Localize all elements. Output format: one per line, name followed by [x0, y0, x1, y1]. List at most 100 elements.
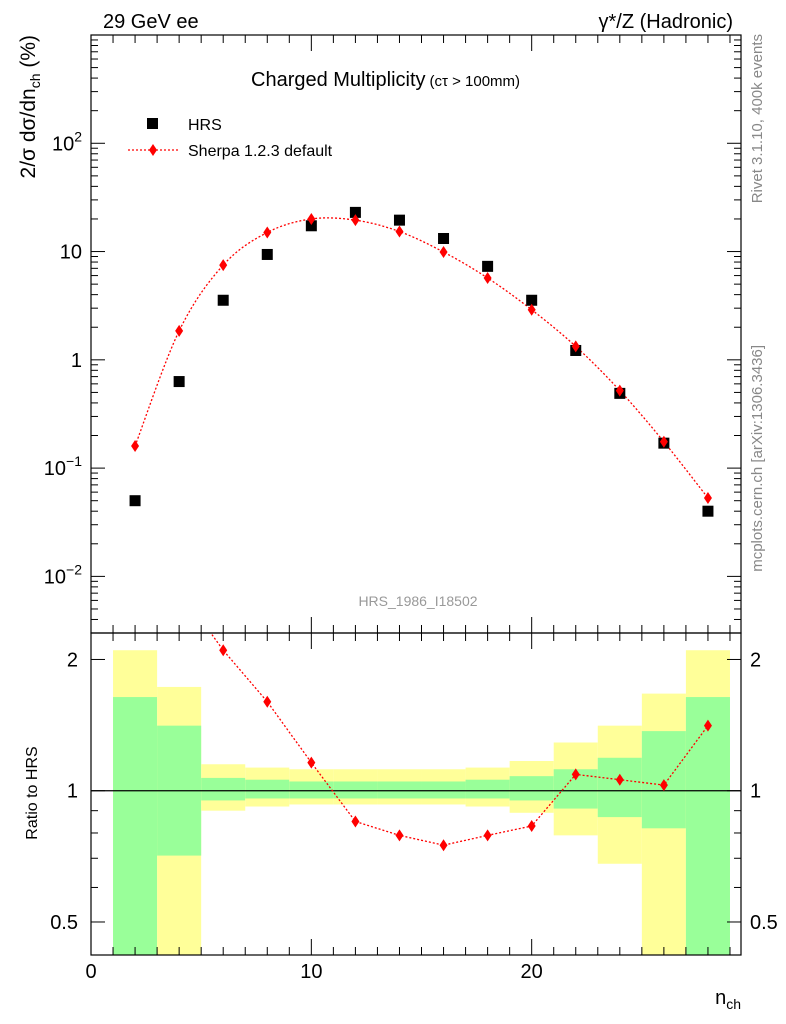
- main-y-tick-label-base: 10: [52, 133, 74, 155]
- ratio-stat-band: [465, 779, 510, 799]
- ratio-y-ticks: 0.5 0.5 1 1 2 2: [50, 649, 778, 934]
- hrs-point: [438, 232, 450, 244]
- main-y-tick-label-base: 10: [44, 458, 66, 480]
- hrs-point: [261, 248, 273, 260]
- main-y-tick-label: 1: [71, 350, 82, 372]
- watermark: HRS_1986_I18502: [358, 593, 477, 609]
- sherpa-point: [219, 259, 228, 272]
- sherpa-point: [527, 303, 536, 316]
- rivet-label: Rivet 3.1.10, 400k events: [749, 34, 766, 203]
- ratio-y-tick-label: 2: [67, 649, 78, 671]
- ratio-sherpa-line: [209, 633, 709, 846]
- ratio-stat-band: [289, 781, 334, 799]
- hrs-point: [702, 505, 714, 517]
- sherpa-curve: [134, 217, 709, 499]
- ratio-stat-band: [245, 779, 290, 799]
- ratio-stat-band: [333, 781, 378, 799]
- hrs-point: [349, 206, 361, 218]
- main-y-axis-label: 2/σ dσ/dnch (%): [17, 35, 43, 178]
- ratio-stat-band: [377, 781, 422, 799]
- sherpa-point: [439, 246, 448, 259]
- ratio-stat-band: [597, 757, 642, 818]
- ratio-stat-band: [685, 697, 730, 955]
- main-y-tick-label-base: 10: [60, 242, 82, 264]
- sherpa-point: [571, 340, 580, 353]
- sherpa-point: [263, 226, 272, 239]
- sherpa-point: [615, 384, 624, 397]
- ratio-sherpa-point: [395, 829, 404, 842]
- sherpa-point: [175, 324, 184, 337]
- sherpa-point: [703, 491, 712, 504]
- sherpa-point: [131, 440, 140, 453]
- ratio-panel: 0.5 0.5 1 1 2 2 0 10 20 Ratio to HRS nch: [24, 564, 778, 1012]
- ratio-stat-band: [113, 697, 158, 955]
- ratio-y-tick-label-right: 1: [750, 781, 761, 803]
- header-right-label: γ*/Z (Hadronic): [599, 11, 733, 33]
- main-data: [129, 206, 714, 517]
- ratio-sherpa-point: [703, 719, 712, 732]
- ratio-data: [131, 564, 712, 852]
- ratio-frame: [90, 632, 742, 956]
- main-y-tick-label-exp: 2: [74, 128, 82, 144]
- main-y-tick-label: 10−1: [44, 453, 82, 480]
- ratio-sherpa-point: [571, 768, 580, 781]
- ratio-stat-band: [421, 781, 466, 799]
- ratio-sherpa-point: [307, 756, 316, 769]
- ratio-sherpa-point: [219, 644, 228, 657]
- main-y-tick-label: 10−2: [44, 561, 82, 588]
- main-y-tick-label-base: 1: [71, 350, 82, 372]
- ratio-sherpa-point: [131, 564, 139, 576]
- legend: HRS Sherpa 1.2.3 default: [128, 117, 333, 160]
- ratio-y-tick-label: 1: [67, 781, 78, 803]
- main-x-ticks: [90, 35, 731, 633]
- main-y-axis-label-sub: ch: [27, 74, 43, 89]
- sherpa-point: [395, 225, 404, 238]
- mcplots-label: mcplots.cern.ch [arXiv:1306.3436]: [749, 345, 766, 572]
- hrs-point: [129, 495, 141, 507]
- ratio-stat-band: [509, 776, 554, 801]
- ratio-stat-band: [201, 777, 246, 801]
- ratio-sherpa-point: [351, 815, 360, 828]
- ratio-y-axis-label: Ratio to HRS: [24, 746, 41, 839]
- ratio-bands: [113, 650, 730, 955]
- header-left-label: 29 GeV ee: [103, 11, 199, 33]
- main-y-tick-label-base: 10: [44, 566, 66, 588]
- hrs-point: [393, 214, 405, 226]
- ratio-sherpa-point: [483, 829, 492, 842]
- ratio-sherpa-point: [175, 583, 183, 595]
- ratio-sherpa-point: [659, 779, 668, 792]
- ratio-sherpa-point: [527, 820, 536, 833]
- main-y-tick-label-exp: −1: [66, 453, 82, 469]
- main-y-tick-label: 10: [60, 242, 82, 264]
- legend-hrs-marker: [147, 118, 158, 129]
- main-title-text: Charged Multiplicity: [251, 69, 426, 91]
- hrs-point: [217, 294, 229, 306]
- sherpa-point: [659, 435, 668, 448]
- hrs-point: [173, 376, 185, 388]
- hrs-point: [482, 260, 494, 272]
- legend-hrs-label: HRS: [188, 117, 222, 134]
- legend-sherpa-label: Sherpa 1.2.3 default: [188, 143, 333, 160]
- ratio-x-ticks: 0 10 20: [85, 633, 731, 983]
- hrs-point: [305, 220, 317, 232]
- sherpa-point: [307, 212, 316, 225]
- x-tick-label: 10: [300, 961, 322, 983]
- ratio-y-tick-label-right: 0.5: [750, 912, 778, 934]
- sherpa-point: [483, 271, 492, 284]
- legend-sherpa-marker: [149, 144, 157, 156]
- ratio-sherpa-point: [615, 773, 624, 786]
- x-axis-label-sub: ch: [726, 996, 741, 1012]
- x-axis-label: nch: [715, 987, 741, 1012]
- hrs-point: [526, 294, 538, 306]
- x-tick-label: 20: [521, 961, 543, 983]
- ratio-y-tick-label: 0.5: [50, 912, 78, 934]
- sherpa-point: [351, 214, 360, 227]
- main-title: Charged Multiplicity (cτ > 100mm): [251, 69, 520, 91]
- ratio-sherpa-point: [439, 839, 448, 852]
- x-tick-label: 0: [85, 961, 96, 983]
- main-y-axis-label-suffix: (%): [17, 35, 40, 74]
- main-y-tick-label: 102: [52, 128, 82, 155]
